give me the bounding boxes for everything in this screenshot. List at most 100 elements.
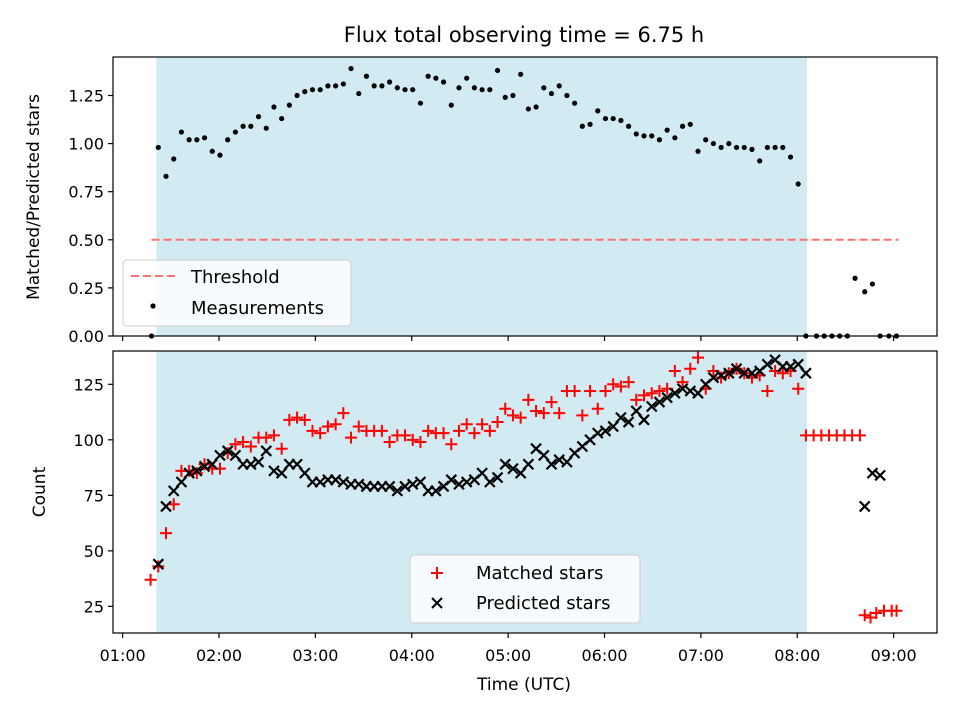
x-axis-label: Time (UTC) [476, 675, 571, 695]
predicted-star-point [214, 449, 226, 462]
matched-star-point [476, 418, 489, 431]
count-x-tick-label: 01:00 [100, 646, 146, 665]
count-x-tick-label: 05:00 [485, 646, 531, 665]
measurement-point [471, 85, 478, 91]
predicted-star-point [599, 425, 612, 437]
predicted-star-point [645, 400, 658, 413]
ratio-legend-box [122, 259, 352, 327]
matched-star-point [183, 464, 196, 477]
ratio-legend: Threshold Measurements [122, 259, 352, 327]
matched-star-point [260, 431, 273, 444]
matched-star-point [638, 389, 651, 402]
predicted-star-point [221, 445, 234, 457]
matched-star-point [890, 604, 903, 617]
measurement-point [433, 75, 439, 81]
predicted-star-point [858, 500, 871, 513]
ratio-y-tick-label: 0.00 [68, 327, 104, 346]
predicted-star-point [499, 458, 512, 471]
measurement-point [795, 181, 801, 187]
matched-star-point [321, 420, 334, 433]
matched-star-point [244, 440, 257, 453]
measurement-point [271, 104, 277, 110]
measurement-point [440, 79, 447, 85]
measurement-point [225, 137, 231, 143]
count-x-tick-label: 03:00 [292, 646, 338, 665]
measurement-point [286, 102, 292, 108]
count-panel-marks [144, 351, 903, 624]
measurement-point [656, 137, 663, 143]
matched-star-point [792, 382, 805, 395]
matched-star-point [614, 380, 627, 393]
measurement-point [718, 144, 724, 151]
measurement-point [556, 83, 562, 89]
matched-star-point [445, 438, 458, 451]
matched-star-point [491, 416, 504, 429]
measurement-point [641, 133, 647, 139]
threshold-legend-label: Threshold [190, 267, 280, 288]
predicted-star-point [160, 500, 172, 513]
measurement-point [325, 83, 331, 89]
matched-star-point [630, 393, 643, 406]
matched-star-point [144, 573, 157, 586]
measurement-point [572, 100, 578, 106]
matched-star-point [406, 433, 419, 446]
matched-star-point [684, 362, 697, 375]
predicted-star-point [661, 391, 673, 404]
measurement-point [679, 123, 686, 129]
matched-star-point [514, 411, 527, 424]
measurement-point [294, 92, 300, 99]
measurements-legend-swatch [150, 303, 156, 309]
predicted-legend-label: Predicted stars [476, 593, 610, 614]
measurement-point [772, 144, 778, 151]
matched-star-point [452, 424, 465, 437]
predicted-star-point [522, 458, 535, 471]
count-y-tick-label: 100 [73, 431, 104, 450]
measurement-point [862, 289, 868, 295]
count-y-axis-label: Count [30, 466, 50, 517]
count-legend-box [409, 554, 641, 624]
measurement-point [302, 89, 308, 95]
matched-star-point [676, 376, 689, 389]
measurement-point [279, 115, 285, 122]
matched-star-point [306, 424, 319, 437]
figure-title: Flux total observing time = 6.75 h [344, 23, 704, 47]
measurement-point [518, 71, 524, 77]
measurement-point [317, 87, 323, 93]
measurement-point [487, 87, 493, 93]
matched-star-point [152, 560, 165, 573]
measurement-point [695, 148, 701, 154]
measurement-point [194, 137, 200, 143]
predicted-star-point [653, 396, 666, 408]
measurement-point [394, 85, 400, 91]
matched-star-point [691, 351, 704, 364]
count-x-tick-label: 09:00 [871, 646, 917, 665]
measurement-point [248, 123, 254, 129]
predicted-star-point [252, 456, 265, 468]
matched-star-point [237, 436, 250, 449]
matched-legend-label: Matched stars [476, 563, 603, 584]
measurement-point [479, 87, 485, 93]
ratio-panel-axes: 0.00 0.25 0.50 0.75 1.00 1.25 [68, 86, 895, 346]
matched-star-point [537, 407, 550, 420]
predicted-star-point [723, 367, 735, 379]
matched-star-point [530, 404, 543, 417]
matched-star-point [645, 387, 658, 400]
matched-star-point [853, 429, 866, 442]
matched-star-point [198, 458, 211, 471]
measurement-point [309, 87, 316, 93]
matched-star-point [553, 407, 566, 420]
matched-star-point [437, 427, 450, 440]
matched-star-point [314, 427, 327, 440]
matched-star-point [668, 364, 681, 377]
measurement-point [787, 154, 794, 160]
matched-star-point [468, 427, 481, 440]
count-y-tick-label: 25 [84, 597, 104, 616]
predicted-star-point [152, 558, 165, 570]
predicted-star-point [545, 458, 558, 471]
measurement-point [869, 281, 876, 287]
measurement-point [710, 140, 717, 147]
count-x-tick-label: 06:00 [581, 646, 627, 665]
measurement-point [733, 144, 740, 151]
measurement-point [417, 100, 424, 106]
